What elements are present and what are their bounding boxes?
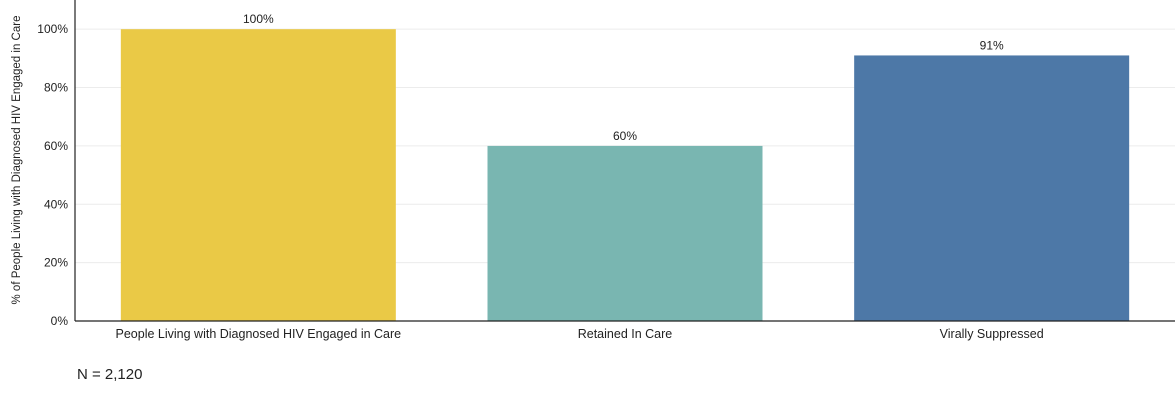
- y-axis: 0% 20% 40% 60% 80% 100%: [37, 0, 76, 328]
- data-label: 60%: [613, 129, 637, 143]
- bar-chart: 100% 60% 91% 0% 20% 40% 60% 80% 100% People Liv…: [11, 0, 1175, 341]
- y-tick-label: 60%: [44, 139, 68, 153]
- y-axis-label: % of People Living with Diagnosed HIV En…: [11, 16, 23, 305]
- y-tick-label: 20%: [44, 256, 68, 270]
- y-tick-label: 100%: [37, 22, 68, 36]
- y-tick-label: 80%: [44, 81, 68, 95]
- bar: [854, 55, 1130, 321]
- data-label: 100%: [243, 12, 274, 26]
- bar: [120, 29, 396, 321]
- x-tick-label: Virally Suppressed: [940, 327, 1044, 341]
- bar: [487, 145, 763, 321]
- y-tick-label: 0%: [51, 314, 69, 328]
- x-tick-label: Retained In Care: [578, 327, 673, 341]
- x-tick-label: People Living with Diagnosed HIV Engaged…: [116, 327, 402, 341]
- data-labels: 100% 60% 91%: [243, 12, 1004, 143]
- x-axis: People Living with Diagnosed HIV Engaged…: [75, 320, 1175, 341]
- bars: [120, 29, 1130, 321]
- sample-size-note: N = 2,120: [77, 366, 143, 383]
- data-label: 91%: [980, 38, 1004, 52]
- y-tick-label: 40%: [44, 197, 68, 211]
